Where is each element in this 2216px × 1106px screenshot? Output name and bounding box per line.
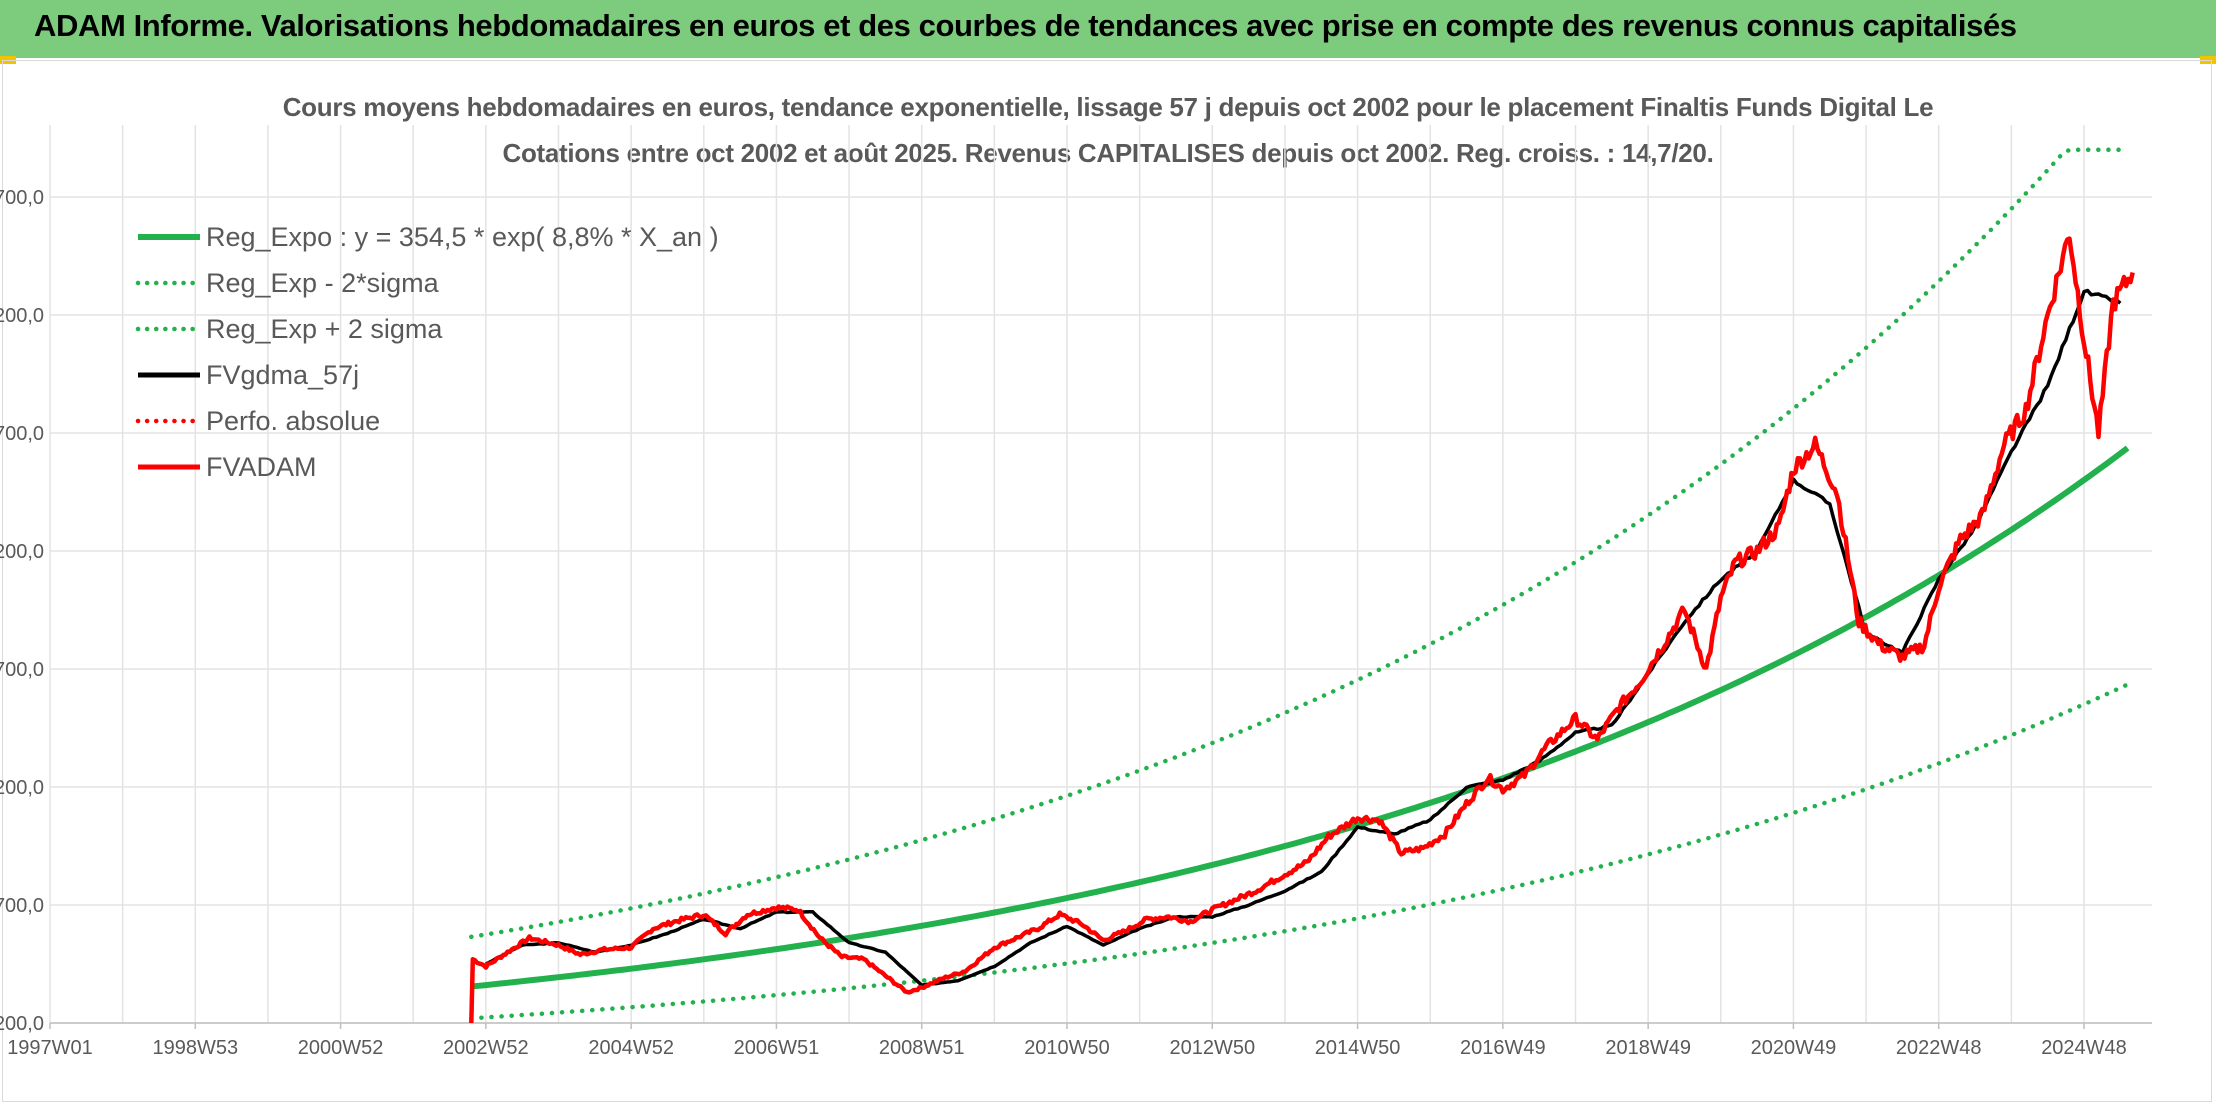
x-tick-label: 2012W50 (1169, 1037, 1255, 1059)
y-tick-label: 1 200,0 (0, 777, 44, 799)
y-tick-label: 3 200,0 (0, 305, 44, 327)
x-tick-label: 2014W50 (1315, 1037, 1401, 1059)
series-lines (469, 147, 2135, 1024)
report-title: ADAM Informe. Valorisations hebdomadaire… (34, 8, 2017, 43)
axes: 200,0 700,0 1 200,0 1 700,0 2 200,0 2 700,0 3 … (0, 187, 2152, 1059)
y-tick-label: 2 700,0 (0, 423, 44, 445)
x-tick-label: 2010W50 (1024, 1037, 1110, 1059)
legend: Reg_Expo : y = 354,5 * exp( 8,8% * X_an … (135, 222, 719, 482)
y-tick-label: 200,0 (0, 1013, 44, 1035)
x-tick-label: 1998W53 (152, 1037, 238, 1059)
legend-label: Reg_Exp + 2 sigma (206, 314, 443, 344)
gridlines (49, 125, 2152, 1024)
series-reg-minus-2sigma (469, 682, 2130, 1021)
legend-label: FVgdma_57j (206, 360, 359, 390)
x-tick-label: 2024W48 (2041, 1037, 2127, 1059)
x-tick-label: 2008W51 (879, 1037, 965, 1059)
legend-label: FVADAM (206, 452, 317, 482)
x-tick-label: 2004W52 (588, 1037, 674, 1059)
chart-frame (2, 60, 2212, 1102)
x-tick-label: 2000W52 (298, 1037, 384, 1059)
chart-title: Cours moyens hebdomadaires en euros, ten… (282, 92, 1934, 122)
legend-label: Perfo. absolue (206, 406, 380, 436)
x-tick-label: 2006W51 (734, 1037, 820, 1059)
x-tick-label: 2020W49 (1751, 1037, 1837, 1059)
legend-label: Reg_Exp - 2*sigma (206, 268, 440, 298)
x-tick-label: 2016W49 (1460, 1037, 1546, 1059)
y-tick-label: 2 200,0 (0, 541, 44, 563)
x-tick-label: 2018W49 (1605, 1037, 1691, 1059)
y-tick-label: 3 700,0 (0, 187, 44, 209)
series-reg-plus-2sigma (469, 147, 2130, 940)
x-tick-label: 2022W48 (1896, 1037, 1982, 1059)
x-tick-label: 2002W52 (443, 1037, 529, 1059)
legend-label: Reg_Expo : y = 354,5 * exp( 8,8% * X_an … (206, 222, 719, 252)
y-tick-label: 700,0 (0, 895, 44, 917)
series-fvadam (469, 236, 2135, 1024)
series-reg-expo (471, 445, 2130, 990)
y-tick-label: 1 700,0 (0, 659, 44, 681)
x-tick-label: 1997W01 (7, 1037, 93, 1059)
report-banner: ADAM Informe. Valorisations hebdomadaire… (0, 0, 2216, 58)
